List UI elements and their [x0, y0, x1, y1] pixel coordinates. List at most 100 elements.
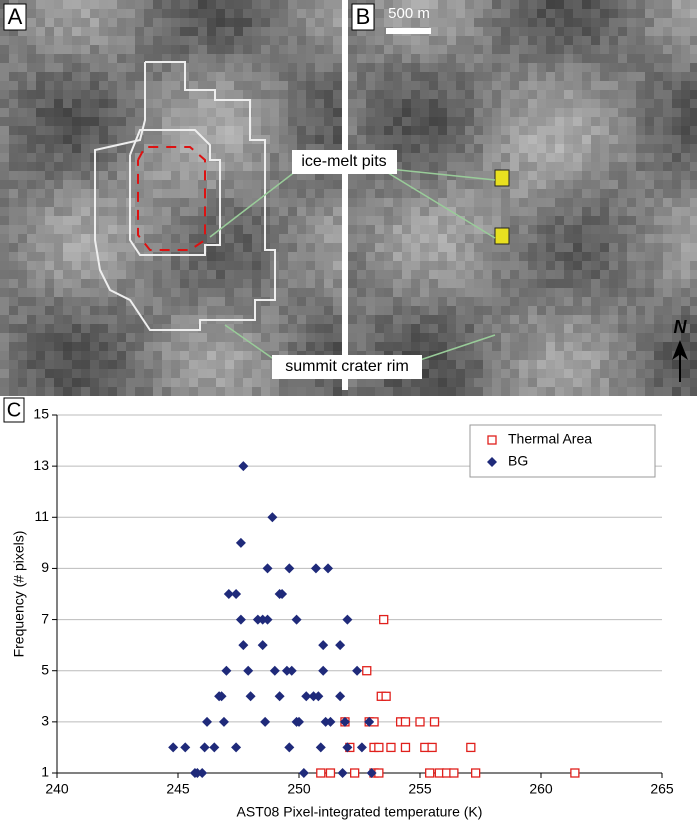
pixel	[315, 189, 324, 198]
pixel	[54, 315, 63, 324]
pixel	[618, 270, 627, 279]
pixel	[357, 243, 366, 252]
pixel	[555, 180, 564, 189]
pixel	[153, 18, 162, 27]
pixel	[375, 108, 384, 117]
pixel	[288, 18, 297, 27]
pixel	[645, 189, 654, 198]
pixel	[411, 252, 420, 261]
pixel	[555, 387, 564, 396]
pixel	[474, 90, 483, 99]
pixel	[438, 342, 447, 351]
pixel	[234, 270, 243, 279]
pixel	[81, 126, 90, 135]
pixel	[171, 252, 180, 261]
pixel	[45, 342, 54, 351]
pixel	[306, 315, 315, 324]
pixel	[270, 45, 279, 54]
pixel	[600, 261, 609, 270]
pixel	[501, 216, 510, 225]
pixel	[645, 171, 654, 180]
pixel	[216, 360, 225, 369]
pixel	[81, 333, 90, 342]
pixel	[108, 225, 117, 234]
pixel	[636, 360, 645, 369]
pixel	[411, 117, 420, 126]
pixel	[627, 9, 636, 18]
point	[231, 742, 241, 752]
pixel	[18, 360, 27, 369]
pixel	[528, 387, 537, 396]
pixel	[180, 153, 189, 162]
pixel	[81, 306, 90, 315]
pixel	[81, 72, 90, 81]
pixel	[45, 270, 54, 279]
pixel	[609, 126, 618, 135]
pixel	[483, 351, 492, 360]
pixel	[618, 135, 627, 144]
pixel	[420, 378, 429, 387]
pixel	[384, 306, 393, 315]
pixel	[591, 324, 600, 333]
pixel	[501, 126, 510, 135]
pixel	[135, 324, 144, 333]
pixel	[690, 153, 697, 162]
pixel	[456, 378, 465, 387]
pixel	[537, 9, 546, 18]
pixel	[81, 234, 90, 243]
pixel	[117, 36, 126, 45]
pixel	[627, 225, 636, 234]
pixel	[492, 324, 501, 333]
pixel	[108, 171, 117, 180]
pixel	[306, 36, 315, 45]
pixel	[519, 117, 528, 126]
pixel	[225, 162, 234, 171]
pixel	[18, 216, 27, 225]
pixel	[72, 288, 81, 297]
pixel	[252, 36, 261, 45]
pixel	[234, 342, 243, 351]
pixel	[189, 288, 198, 297]
pixel	[672, 117, 681, 126]
pixel	[672, 198, 681, 207]
pixel	[510, 378, 519, 387]
pixel	[279, 45, 288, 54]
pixel	[306, 324, 315, 333]
pixel	[171, 36, 180, 45]
pixel	[402, 288, 411, 297]
pixel	[117, 9, 126, 18]
pixel	[402, 387, 411, 396]
pixel	[99, 99, 108, 108]
pixel	[465, 18, 474, 27]
pixel	[324, 243, 333, 252]
pixel	[618, 261, 627, 270]
point	[267, 512, 277, 522]
pixel	[198, 297, 207, 306]
pixel	[402, 270, 411, 279]
pixel	[510, 297, 519, 306]
pixel	[81, 144, 90, 153]
pixel	[573, 207, 582, 216]
pixel	[99, 180, 108, 189]
point	[401, 718, 409, 726]
pixel	[384, 180, 393, 189]
pixel	[582, 324, 591, 333]
pixel	[501, 252, 510, 261]
pixel	[126, 252, 135, 261]
pixel	[315, 9, 324, 18]
pixel	[501, 270, 510, 279]
pixel	[0, 261, 9, 270]
pixel	[690, 108, 697, 117]
pixel	[573, 63, 582, 72]
pixel	[36, 108, 45, 117]
pixel	[429, 216, 438, 225]
pixel	[54, 27, 63, 36]
pixel	[225, 90, 234, 99]
pixel	[225, 63, 234, 72]
pixel	[411, 54, 420, 63]
pixel	[243, 270, 252, 279]
pixel	[645, 234, 654, 243]
pixel	[315, 387, 324, 396]
pixel	[393, 189, 402, 198]
pixel	[198, 108, 207, 117]
